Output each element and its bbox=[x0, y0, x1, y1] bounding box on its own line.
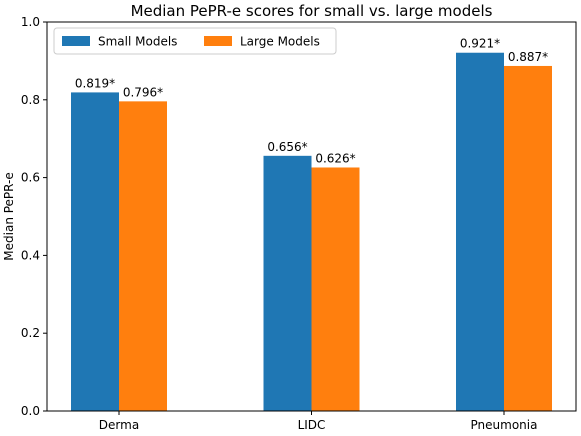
data-label: 0.656* bbox=[267, 140, 307, 154]
bar-lidc-large bbox=[311, 167, 360, 411]
legend-box bbox=[53, 27, 337, 55]
x-tick-label: Derma bbox=[99, 418, 139, 432]
legend-entry: Large Models bbox=[240, 35, 320, 49]
data-label: 0.887* bbox=[508, 50, 548, 64]
data-label: 0.626* bbox=[315, 151, 355, 165]
y-tick-label: 0.6 bbox=[21, 171, 40, 185]
y-axis-label: Median PePR-e bbox=[2, 172, 16, 260]
data-label: 0.921* bbox=[460, 37, 500, 51]
legend-entry: Small Models bbox=[98, 35, 177, 49]
y-tick-label: 0.0 bbox=[21, 404, 40, 418]
bars: 0.819* 0.656* 0.921* 0.796* 0.626* 0.887* bbox=[71, 37, 552, 412]
axis-ticks: 0.0 0.2 0.4 0.6 0.8 1.0 Derma LIDC Pneumonia bbox=[21, 15, 538, 432]
data-label: 0.819* bbox=[75, 76, 115, 90]
plot-frame bbox=[46, 21, 577, 412]
bar-derma-small bbox=[71, 92, 119, 411]
bar-derma-large bbox=[119, 101, 167, 411]
chart-title: Median PePR-e scores for small vs. large… bbox=[131, 2, 493, 20]
data-label: 0.796* bbox=[123, 85, 163, 99]
y-tick-label: 1.0 bbox=[21, 15, 40, 29]
bar-pneumonia-small bbox=[456, 52, 504, 412]
legend: Small Models Large Models bbox=[53, 27, 337, 55]
x-tick-label: LIDC bbox=[298, 418, 326, 432]
y-tick-label: 0.4 bbox=[21, 248, 40, 262]
legend-swatch bbox=[204, 36, 232, 46]
bar-pneumonia-large bbox=[504, 65, 552, 411]
legend-swatch bbox=[62, 36, 90, 46]
x-tick-label: Pneumonia bbox=[471, 418, 538, 432]
y-tick-label: 0.8 bbox=[21, 93, 40, 107]
bar-lidc-small bbox=[263, 155, 312, 411]
y-tick-label: 0.2 bbox=[21, 326, 40, 340]
